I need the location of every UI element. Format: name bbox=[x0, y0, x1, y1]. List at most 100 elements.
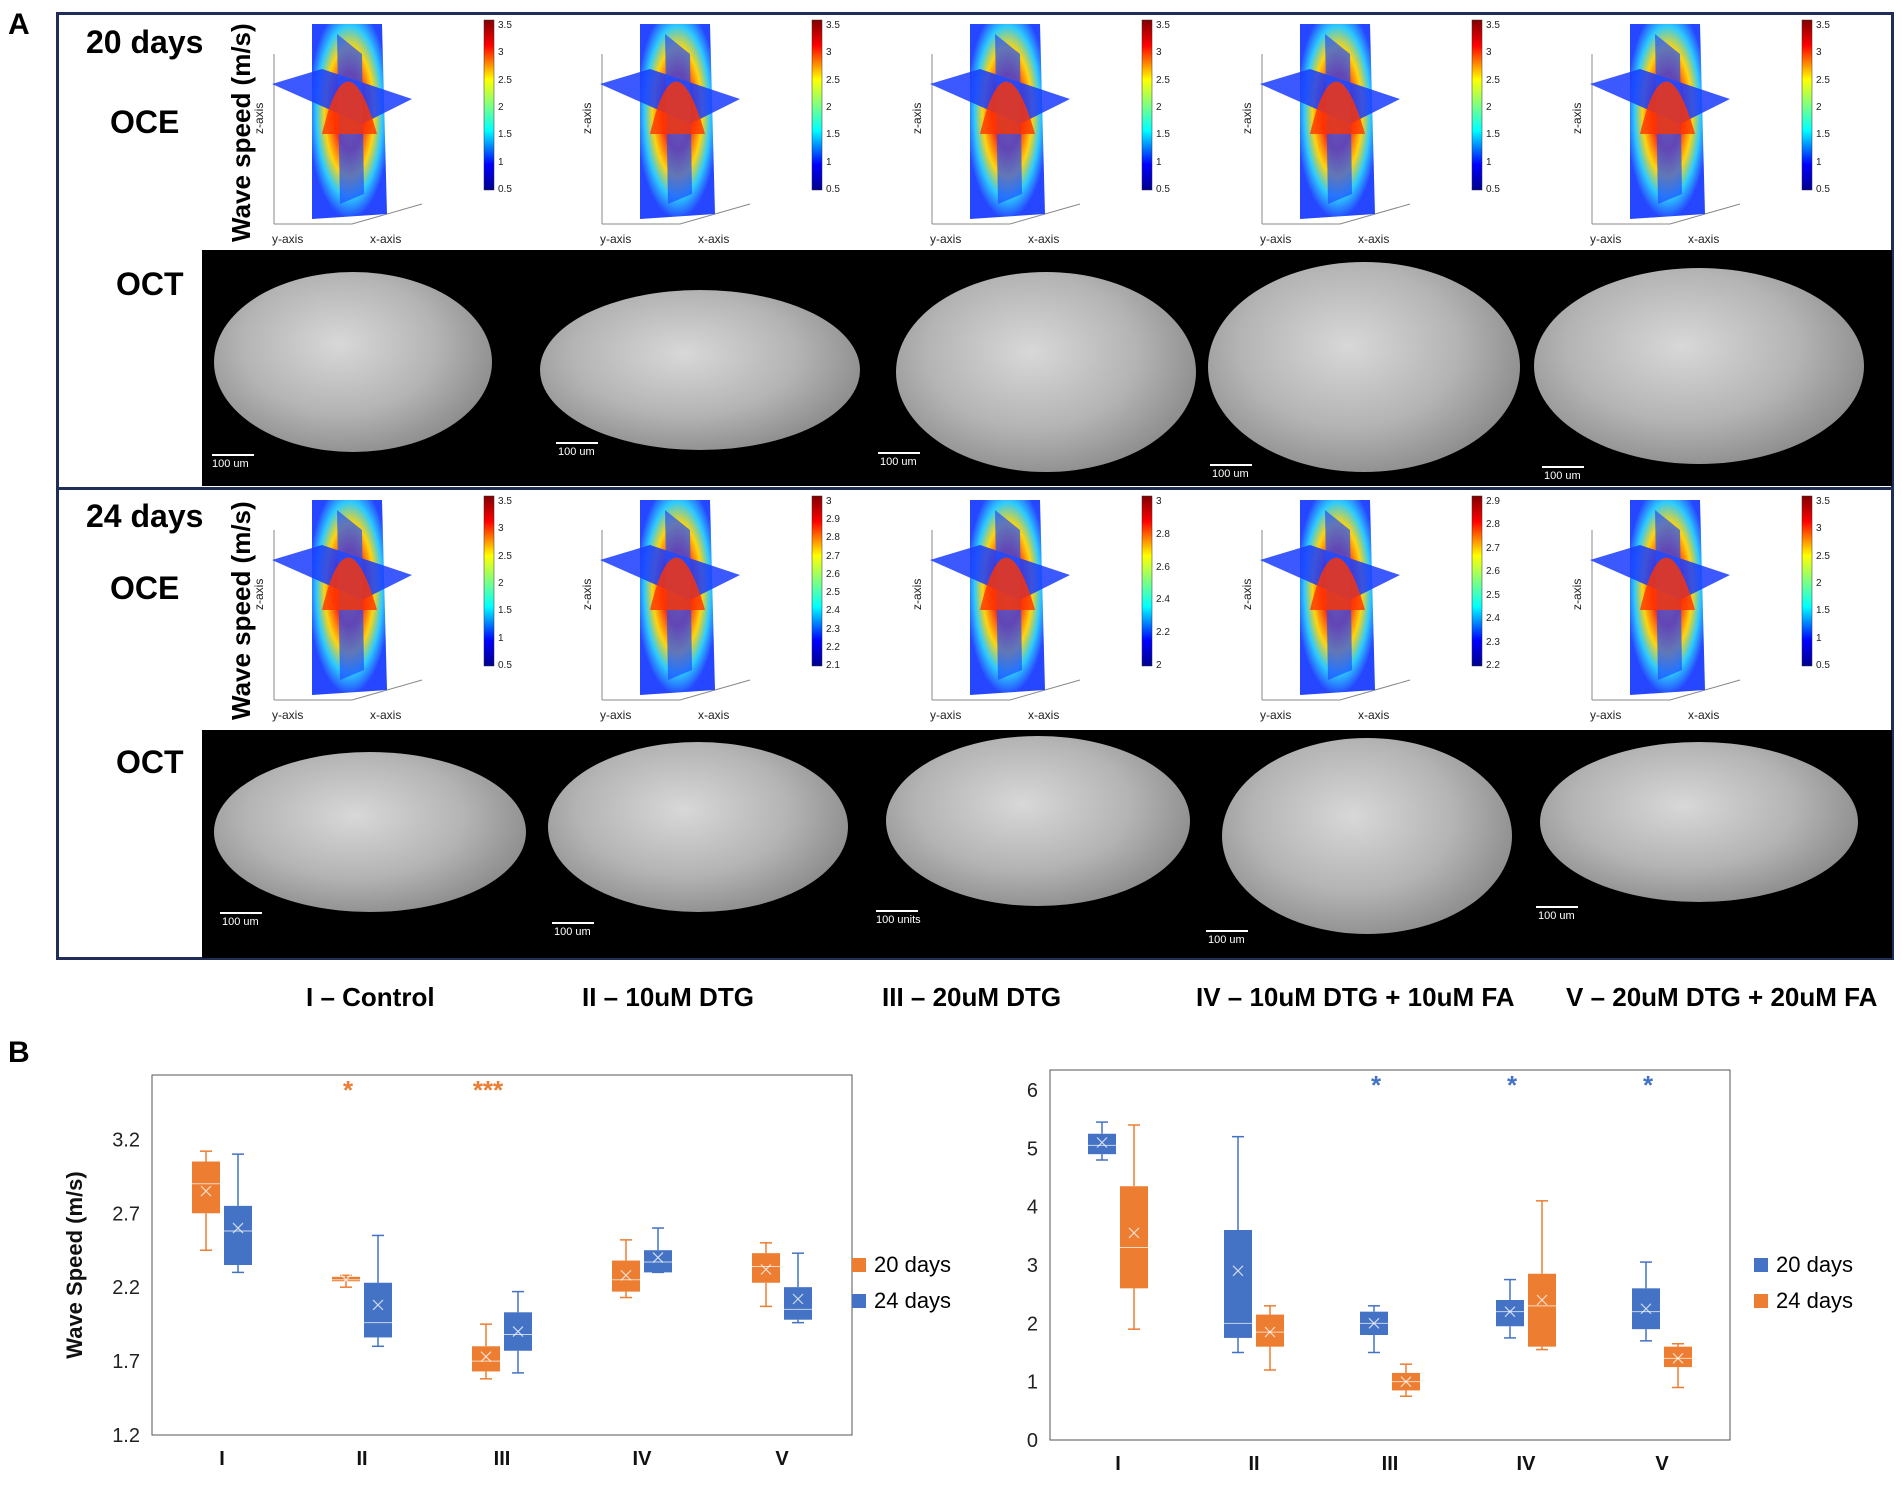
scale-bar-label-row1-2: 100 um bbox=[558, 446, 595, 458]
condition-label-5: V – 20uM DTG + 20uM FA bbox=[1566, 982, 1878, 1012]
x-axis-label: x-axis bbox=[1688, 232, 1720, 246]
y-tick-label: 1.7 bbox=[112, 1351, 140, 1373]
mean-marker bbox=[1264, 1326, 1276, 1338]
colorbar-tick: 3.5 bbox=[498, 20, 512, 31]
colorbar-tick: 2.5 bbox=[1486, 74, 1500, 86]
colorbar-tick: 2 bbox=[1156, 102, 1162, 113]
oct-organoid-row2-2 bbox=[548, 742, 848, 912]
y-axis-label: y-axis bbox=[1260, 708, 1292, 722]
colorbar-tick: 1 bbox=[498, 156, 504, 168]
colorbar-tick: 2.4 bbox=[1486, 613, 1500, 625]
colorbar-tick: 2.8 bbox=[826, 532, 840, 544]
oct-organoid-row2-3 bbox=[886, 736, 1190, 906]
colorbar-tick: 3.5 bbox=[498, 496, 512, 507]
x-axis-label: x-axis bbox=[1028, 232, 1060, 246]
colorbar-tick: 1 bbox=[1486, 156, 1492, 168]
wave-speed-legend: 20 days 24 days bbox=[852, 1252, 951, 1324]
row2-wave-speed-title: Wave speed (m/s) bbox=[226, 501, 256, 720]
y-tick-label: 4 bbox=[1027, 1197, 1038, 1219]
colorbar-tick: 3 bbox=[498, 523, 504, 535]
legend-label: 20 days bbox=[1776, 1252, 1854, 1277]
mean-marker bbox=[792, 1293, 804, 1305]
colorbar-tick: 2.5 bbox=[1156, 74, 1170, 86]
box-20-days bbox=[1224, 1230, 1252, 1338]
y-tick-label: 2.7 bbox=[112, 1203, 140, 1225]
colorbar-tick: 2.2 bbox=[826, 641, 840, 653]
z-axis-label: z-axis bbox=[580, 578, 594, 610]
oce-wave-speed-map-row1-5 bbox=[1590, 19, 1813, 225]
oct-organoid-row1-4 bbox=[1208, 262, 1520, 472]
colorbar-tick: 2.7 bbox=[1486, 542, 1500, 554]
row1-time-label: 20 days bbox=[86, 24, 204, 60]
y-axis-label: y-axis bbox=[272, 232, 304, 246]
colorbar-tick: 3 bbox=[1486, 47, 1492, 59]
mean-marker bbox=[1672, 1352, 1684, 1364]
colorbar-tick: 2.5 bbox=[1816, 550, 1830, 562]
x-category-label: III bbox=[1382, 1453, 1399, 1475]
box-24-days bbox=[1120, 1186, 1148, 1289]
colorbar-tick: 2.5 bbox=[498, 74, 512, 86]
x-category-label: IV bbox=[633, 1448, 653, 1470]
x-category-label: I bbox=[219, 1448, 225, 1470]
y-axis-label: y-axis bbox=[272, 708, 304, 722]
z-axis-label: z-axis bbox=[1570, 102, 1584, 134]
colorbar-tick: 2.5 bbox=[1816, 74, 1830, 86]
x-category-label: II bbox=[356, 1448, 367, 1470]
mean-marker bbox=[760, 1264, 772, 1275]
colorbar-tick: 0.5 bbox=[1486, 184, 1500, 195]
legend-label: 24 days bbox=[1776, 1288, 1854, 1313]
y-axis-title: Wave Speed (m/s) bbox=[62, 1171, 87, 1358]
legend-item-20-days: 20 days bbox=[852, 1252, 951, 1278]
x-category-label: IV bbox=[1517, 1453, 1537, 1475]
colorbar-tick: 1.5 bbox=[498, 605, 512, 617]
box-24-days bbox=[1528, 1273, 1556, 1347]
oce-wave-speed-map-row2-2 bbox=[600, 495, 823, 701]
colorbar-tick: 3 bbox=[1816, 47, 1822, 59]
colorbar-tick: 2.9 bbox=[1486, 496, 1500, 507]
colorbar-tick: 2.9 bbox=[826, 514, 840, 526]
scale-bar-row2-1 bbox=[220, 912, 262, 914]
x-category-label: I bbox=[1115, 1453, 1121, 1475]
colorbar-tick: 1.5 bbox=[498, 129, 512, 141]
mean-marker bbox=[652, 1252, 664, 1264]
significance-marker: * bbox=[343, 1075, 354, 1105]
x-category-label: II bbox=[1248, 1453, 1259, 1475]
row2-time-label: 24 days bbox=[86, 498, 204, 534]
y-axis-label: y-axis bbox=[1260, 232, 1292, 246]
colorbar-tick: 1 bbox=[1816, 156, 1822, 168]
colorbar-tick: 2.7 bbox=[826, 550, 840, 562]
colorbar-tick: 2 bbox=[1816, 578, 1822, 589]
scale-bar-label-row1-3: 100 um bbox=[880, 456, 917, 468]
oct-organoid-row2-4 bbox=[1222, 738, 1512, 934]
x-category-label: III bbox=[494, 1448, 511, 1470]
colorbar-tick: 1.5 bbox=[1816, 605, 1830, 617]
scale-bar-row1-4 bbox=[1210, 464, 1252, 466]
scale-bar-row2-3 bbox=[876, 910, 918, 912]
plot-frame bbox=[1049, 1069, 1731, 1441]
oct-organoid-row1-2 bbox=[540, 290, 860, 450]
z-axis-label: z-axis bbox=[580, 102, 594, 134]
legend-label: 20 days bbox=[874, 1252, 952, 1277]
scale-bar-label-row2-1: 100 um bbox=[222, 916, 259, 928]
y-tick-label: 0 bbox=[1027, 1430, 1038, 1452]
condition-label-2: II – 10uM DTG bbox=[582, 982, 754, 1012]
colorbar-tick: 3 bbox=[498, 47, 504, 59]
oct-organoid-row1-1 bbox=[214, 272, 492, 452]
colorbar-tick: 0.5 bbox=[1816, 660, 1830, 671]
colorbar-tick: 2.5 bbox=[826, 74, 840, 86]
panel-b-letter: B bbox=[8, 1036, 30, 1069]
y-axis-label: y-axis bbox=[930, 232, 962, 246]
mean-marker bbox=[480, 1351, 492, 1363]
oct-organoid-row1-3 bbox=[896, 272, 1196, 472]
colorbar-tick: 2.4 bbox=[826, 605, 840, 617]
scale-bar-label-row1-1: 100 um bbox=[212, 458, 249, 470]
colorbar-tick: 3.5 bbox=[1816, 20, 1830, 31]
condition-label-4: IV – 10uM DTG + 10uM FA bbox=[1196, 982, 1515, 1012]
y-axis-label: y-axis bbox=[1590, 708, 1622, 722]
significance-marker: * bbox=[1507, 1070, 1518, 1100]
volume-legend: 20 days 24 days bbox=[1754, 1252, 1853, 1324]
condition-label-1: I – Control bbox=[306, 982, 435, 1012]
scale-bar-label-row2-2: 100 um bbox=[554, 926, 591, 938]
y-tick-label: 3 bbox=[1027, 1255, 1038, 1277]
